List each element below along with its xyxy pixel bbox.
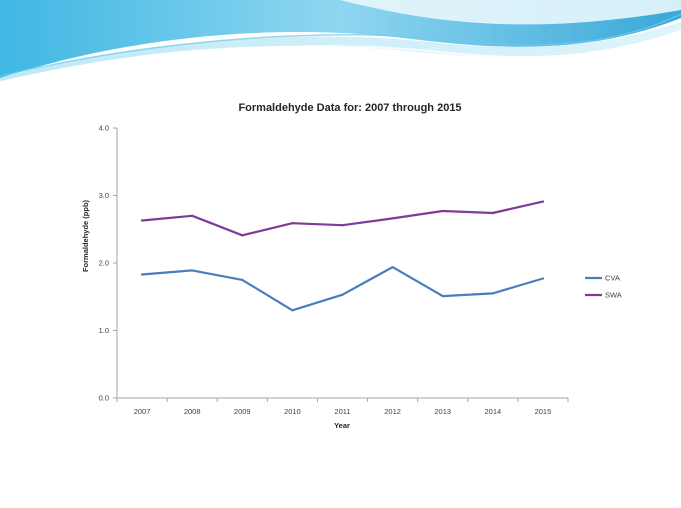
x-tick-label: 2010 — [284, 407, 301, 416]
x-tick-labels: 2007 2008 2009 2010 2011 2012 2013 2014 2015 — [116, 398, 569, 416]
y-tick-label: 2.0 — [99, 259, 109, 268]
series-lines — [140, 200, 545, 312]
y-tick-label: 4.0 — [99, 124, 109, 133]
x-tick-label: 2013 — [434, 407, 451, 416]
data-point-cva — [241, 278, 244, 281]
x-tick-label: 2012 — [384, 407, 401, 416]
data-point-swa — [241, 234, 244, 237]
data-point-swa — [541, 200, 545, 203]
y-axis-label: Formaldehyde (ppb) — [81, 199, 90, 272]
data-point-cva — [191, 269, 194, 272]
x-tick-label: 2015 — [535, 407, 552, 416]
legend: CVA SWA — [585, 274, 622, 300]
data-point-swa — [140, 219, 144, 222]
data-point-swa — [491, 211, 494, 215]
y-tick-label: 1.0 — [99, 326, 109, 335]
chart-title: Formaldehyde Data for: 2007 through 2015 — [238, 102, 461, 114]
legend-label-cva: CVA — [605, 274, 620, 283]
x-tick-label: 2008 — [184, 407, 201, 416]
data-point-cva — [291, 309, 294, 312]
data-point-cva — [140, 273, 144, 276]
x-tick-label: 2009 — [234, 407, 251, 416]
data-point-cva — [441, 294, 444, 298]
series-line-cva — [141, 266, 545, 312]
y-tick-label: 3.0 — [99, 191, 109, 200]
x-tick-label: 2014 — [484, 407, 501, 416]
data-point-swa — [291, 222, 294, 225]
data-point-cva — [491, 292, 494, 295]
data-point-swa — [191, 214, 194, 217]
data-point-cva — [541, 277, 545, 280]
data-point-cva — [391, 265, 394, 269]
x-tick-label: 2011 — [334, 407, 350, 416]
decorative-wave-banner — [0, 0, 681, 83]
data-point-swa — [441, 209, 444, 213]
y-tick-labels: 0.0 1.0 2.0 3.0 4.0 — [99, 124, 117, 403]
x-tick-label: 2007 — [134, 407, 151, 416]
data-point-swa — [391, 217, 394, 220]
y-tick-label: 0.0 — [99, 394, 109, 403]
data-point-cva — [341, 293, 344, 296]
series-line-swa — [141, 200, 545, 237]
data-point-swa — [341, 224, 344, 227]
x-axis-label: Year — [334, 421, 350, 430]
legend-label-swa: SWA — [605, 291, 622, 300]
